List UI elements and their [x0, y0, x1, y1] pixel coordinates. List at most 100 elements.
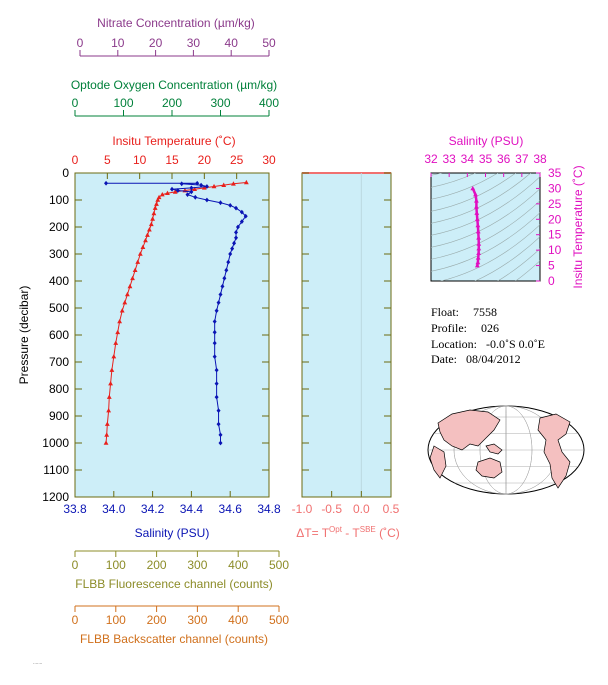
temperature-tick-label: 20	[198, 153, 212, 167]
map-land-americas	[537, 413, 571, 489]
salinity-point	[214, 367, 219, 373]
salinity-point	[220, 284, 225, 289]
float-label: Float:	[431, 305, 459, 319]
salinity-point	[212, 354, 217, 359]
salinity-point	[185, 192, 190, 197]
salinity-point	[243, 213, 248, 219]
backscatter-tick-label: 100	[106, 613, 126, 627]
pressure-tick-label: 800	[49, 382, 69, 396]
salinity-point	[179, 181, 184, 187]
salinity-point	[239, 209, 244, 215]
ts-profile-point	[474, 204, 479, 209]
ts-y-tick-label: 30	[548, 181, 562, 195]
salinity-point	[216, 421, 221, 427]
pressure-axis-title: Pressure (decibar)	[17, 286, 31, 385]
ts-x-tick-label: 34	[461, 152, 475, 166]
temperature-point	[119, 308, 125, 313]
temperature-point	[146, 227, 152, 232]
ts-density-contour	[431, 173, 532, 224]
pressure-tick-label: 400	[49, 274, 69, 288]
backscatter-tick-label: 500	[269, 613, 289, 627]
temperature-point	[192, 186, 198, 191]
temperature-point	[106, 408, 112, 413]
salinity-point	[193, 194, 198, 200]
ts-density-contour	[431, 173, 476, 188]
salinity-point	[212, 340, 217, 346]
ts-salinity-axis-title: Salinity (PSU)	[449, 134, 524, 148]
fluorescence-tick-label: 400	[228, 558, 248, 572]
oxygen-tick-label: 300	[210, 96, 230, 110]
salinity-tick-label: 34.4	[180, 502, 204, 516]
map-land-africa	[429, 445, 447, 479]
temperature-tick-label: 10	[133, 153, 147, 167]
salinity-point	[226, 259, 231, 265]
temperature-point	[104, 421, 110, 426]
temperature-point	[140, 244, 146, 250]
temperature-axis-title: Insitu Temperature (˚C)	[112, 134, 235, 148]
temperature-point	[115, 329, 121, 335]
main-profile-panel: 0100200300400500600700800900100011001200…	[42, 153, 281, 516]
temperature-point	[109, 367, 115, 372]
temperature-point	[104, 432, 110, 437]
ts-x-tick-label: 37	[515, 152, 529, 166]
pressure-tick-label: 100	[49, 193, 69, 207]
backscatter-tick-label: 200	[147, 613, 167, 627]
ts-density-contour	[431, 188, 540, 248]
map-land-islands	[485, 443, 503, 455]
ts-profile-point	[476, 235, 481, 240]
fluorescence-tick-label: 300	[187, 558, 207, 572]
nitrate-axis-title: Nitrate Concentration (µm/kg)	[97, 16, 255, 30]
ts-y-tick-label: 10	[548, 243, 562, 257]
backscatter-axis-title: FLBB Backscatter channel (counts)	[80, 632, 268, 646]
ts-y-tick-label: 15	[548, 228, 562, 242]
backscatter-tick-label: 300	[187, 613, 207, 627]
salinity-point	[212, 319, 217, 324]
temperature-tick-label: 25	[230, 153, 244, 167]
backscatter-tick-label: 400	[228, 613, 248, 627]
salinity-point	[175, 188, 180, 193]
nitrate-tick-label: 20	[149, 36, 163, 50]
ts-x-tick-label: 32	[424, 152, 438, 166]
salinity-point	[214, 308, 219, 314]
date-value: 08/04/2012	[466, 352, 521, 366]
ts-y-tick-label: 0	[548, 274, 555, 288]
ts-y-tick-label: 5	[548, 259, 555, 273]
ts-y-tick-label: 25	[548, 197, 562, 211]
pressure-tick-label: 700	[49, 355, 69, 369]
salinity-tick-label: 33.8	[63, 502, 87, 516]
temperature-point	[154, 201, 159, 206]
temperature-point	[137, 251, 143, 256]
footer-tag: ·······	[33, 661, 42, 666]
pressure-tick-label: 1100	[43, 463, 69, 477]
temperature-point	[151, 210, 157, 216]
ts-temperature-axis-title: Insitu Temperature (˚C)	[571, 165, 585, 288]
ts-profile-point	[473, 192, 478, 197]
nitrate-tick-label: 0	[77, 36, 84, 50]
ts-density-contour	[431, 212, 540, 272]
temperature-point	[211, 183, 217, 189]
delta-tick-label: -1.0	[292, 502, 313, 516]
fluorescence-tick-label: 200	[147, 558, 167, 572]
ts-profile-point	[475, 229, 481, 234]
temperature-tick-label: 30	[262, 153, 276, 167]
delta-tick-label: 0.0	[353, 502, 370, 516]
salinity-point	[204, 197, 209, 203]
salinity-point	[214, 381, 219, 386]
salinity-tick-label: 34.0	[102, 502, 126, 516]
ts-plot-background	[430, 172, 541, 282]
temperature-point	[103, 440, 109, 445]
nitrate-axis: Nitrate Concentration (µm/kg) 0 10 20 30 40 5…	[77, 16, 276, 57]
salinity-point	[195, 180, 200, 186]
salinity-point	[230, 246, 235, 251]
temperature-point	[122, 300, 128, 305]
ts-profile-point	[474, 262, 480, 268]
salinity-point	[234, 230, 239, 235]
temperature-point	[150, 216, 155, 221]
ts-density-contour	[515, 260, 540, 281]
delta-t-axis-title: ΔT= TOpt - TSBE (˚C)	[296, 525, 400, 540]
backscatter-tick-label: 0	[72, 613, 79, 627]
temperature-tick-label: 15	[165, 153, 179, 167]
ts-x-tick-label: 35	[479, 152, 493, 166]
pressure-tick-label: 900	[49, 409, 69, 423]
